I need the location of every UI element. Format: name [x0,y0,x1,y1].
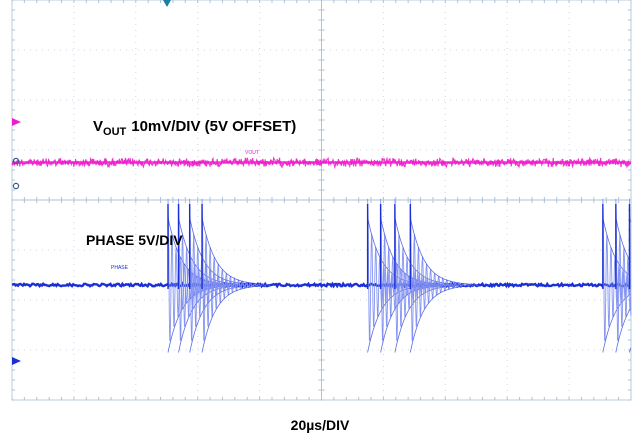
grid [11,0,632,401]
vout-label-main: V [93,118,103,135]
phase-ring-envelope-upper [189,217,258,285]
phase-channel-label: PHASE 5V/DIV [86,232,183,248]
phase-ring-envelope-lower [629,347,631,353]
vout-label-sub: OUT [103,126,127,138]
vout-trace-tag: VOUT [245,150,259,156]
phase-ring-envelope-upper [409,217,479,285]
phase-trace-group [11,198,632,353]
phase-baseline-trace [11,281,631,289]
vout-channel-label: VOUT 10mV/DIV (5V OFFSET) [93,118,296,138]
phase-ring-envelope-lower [615,307,632,353]
phase-ringing-pulse [615,198,632,341]
phase-label-main: PHASE [86,232,134,248]
phase-ring-envelope-upper [615,217,632,263]
time-per-division-label: 20µs/DIV [291,417,350,433]
reference-marker-icon [12,157,20,165]
vout-trace-group [11,156,632,170]
trigger-position-icon [163,0,171,7]
phase-ring-envelope-upper [201,217,270,285]
phase-ring-envelope-lower [409,285,479,353]
phase-ring-envelope-upper [629,217,631,223]
phase-trace-tag: PHASE [111,265,129,271]
channel-marker-icon [12,357,21,365]
phase-label-scale: 5V/DIV [138,232,183,248]
vout-label-scale: 10mV/DIV (5V OFFSET) [131,118,296,135]
phase-ring-envelope-lower [201,285,270,353]
reference-marker-icon [12,182,20,190]
channel-marker-icon [12,118,21,126]
